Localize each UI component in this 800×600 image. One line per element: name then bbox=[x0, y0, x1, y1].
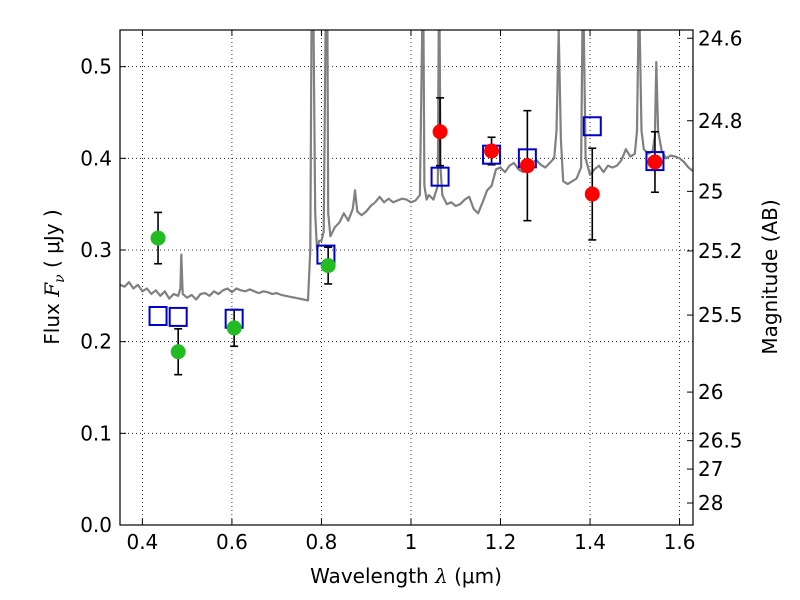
x-tick-label: 1.4 bbox=[574, 530, 606, 554]
axis-ticks bbox=[120, 30, 693, 526]
y-tick-label: 0.4 bbox=[80, 146, 112, 170]
y-axis-label-symbol: F bbox=[40, 282, 64, 298]
y-axis-label-subscript: ν bbox=[52, 274, 68, 283]
x-tick-label: 0.6 bbox=[216, 530, 248, 554]
x-tick-label: 1.2 bbox=[485, 530, 517, 554]
x-tick-label: 0.8 bbox=[306, 530, 338, 554]
x-axis-label-text: Wavelength bbox=[310, 564, 429, 588]
photometry-point bbox=[647, 154, 663, 170]
photometry-point bbox=[519, 158, 535, 174]
x-tick-label: 0.4 bbox=[126, 530, 158, 554]
x-axis-label: Wavelength λ (μm) bbox=[310, 564, 502, 588]
y2-tick-label: 27 bbox=[698, 457, 723, 481]
y2-tick-label: 26 bbox=[698, 380, 723, 404]
y-tick-label: 0.3 bbox=[80, 238, 112, 262]
y2-tick-label: 24.8 bbox=[698, 109, 743, 133]
y-tick-label: 0.1 bbox=[80, 421, 112, 445]
photometry-point bbox=[170, 344, 186, 360]
y-axis-label: Flux Fν ( μJy ) bbox=[40, 209, 68, 344]
y2-tick-label: 26.5 bbox=[698, 429, 743, 453]
photometry-point bbox=[432, 124, 448, 140]
photometry-point bbox=[150, 230, 166, 246]
photometry-point bbox=[226, 320, 242, 336]
y-tick-label: 0.0 bbox=[80, 513, 112, 537]
photometry-point bbox=[320, 258, 336, 274]
model-photometry-square bbox=[168, 306, 188, 327]
observed-photometry-markers bbox=[150, 124, 663, 360]
x-axis-label-symbol: λ bbox=[434, 564, 448, 588]
axes-frame bbox=[119, 29, 694, 526]
grid bbox=[120, 30, 693, 526]
tick-labels: 0.4 0.6 0.8 1 1.2 1.4 1.6 0.0 0.1 0.2 0.3 0.4 0.5 24.… bbox=[80, 26, 742, 554]
model-photometry-square bbox=[148, 306, 168, 326]
y-axis-label-unit: ( μJy ) bbox=[40, 209, 64, 268]
y2-tick-label: 24.6 bbox=[698, 26, 743, 50]
y2-tick-label: 28 bbox=[698, 491, 723, 515]
plot-region bbox=[120, 30, 693, 302]
y2-tick-label: 25.2 bbox=[698, 239, 743, 263]
y2-tick-label: 25.5 bbox=[698, 303, 743, 327]
model-photometry-square bbox=[430, 166, 450, 187]
y-tick-label: 0.5 bbox=[80, 55, 112, 79]
model-spectrum-line bbox=[120, 30, 693, 302]
y-axis-label-text: Flux bbox=[40, 303, 64, 345]
model-photometry-square bbox=[645, 151, 665, 172]
y2-axis-label: Magnitude (AB) bbox=[758, 199, 782, 354]
x-tick-label: 1 bbox=[405, 530, 418, 554]
x-axis-label-unit: (μm) bbox=[454, 564, 502, 588]
model-photometry-square bbox=[582, 116, 602, 137]
y-tick-label: 0.2 bbox=[80, 330, 112, 354]
y2-tick-label: 25 bbox=[698, 179, 723, 203]
x-tick-label: 1.6 bbox=[664, 530, 696, 554]
photometry-point bbox=[484, 143, 500, 159]
photometry-point bbox=[584, 186, 600, 202]
